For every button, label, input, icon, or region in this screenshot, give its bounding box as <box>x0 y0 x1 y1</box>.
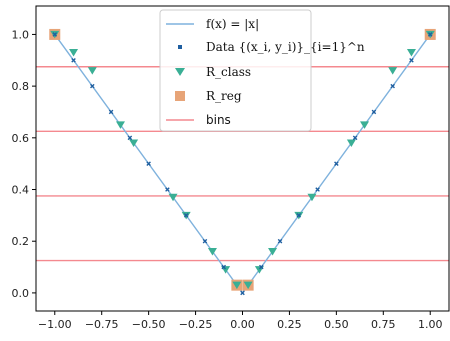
data-point <box>221 264 227 270</box>
x-tick-label: −0.50 <box>132 318 166 331</box>
data-point <box>409 57 414 63</box>
legend-data-label: Data {(x_i, y_i)}_{i=1}^n <box>206 40 365 54</box>
data-point <box>52 32 58 37</box>
r-class-marker <box>388 67 398 75</box>
data-point <box>108 109 114 115</box>
legend: f(x) = |x| Data {(x_i, y_i)}_{i=1}^n R_c… <box>159 9 365 132</box>
r-class-marker <box>360 121 370 129</box>
r-class-marker <box>207 248 217 256</box>
legend-class-swatch <box>175 68 185 76</box>
r-class-marker <box>221 266 231 274</box>
y-tick-label: 1.0 <box>12 28 30 41</box>
data-layer <box>52 32 433 296</box>
x-tick-label: 0.75 <box>371 318 396 331</box>
x-axis-ticks: −1.00 −0.75 −0.50 −0.25 0.00 0.25 0.50 0.75 1.00 <box>38 311 443 331</box>
legend-reg-label: R_reg <box>206 89 242 103</box>
x-tick-label: 0.50 <box>324 318 349 331</box>
data-point <box>296 213 302 218</box>
x-tick-label: −1.00 <box>38 318 72 331</box>
data-point <box>183 213 189 218</box>
data-point <box>277 238 283 244</box>
data-point <box>240 290 245 296</box>
r-class-marker <box>69 49 79 57</box>
r-class-marker <box>406 49 416 57</box>
y-tick-label: 0.2 <box>12 235 30 248</box>
data-point <box>71 57 76 63</box>
r-class-marker <box>307 193 317 202</box>
y-tick-label: 0.0 <box>12 287 30 300</box>
data-point <box>427 32 433 37</box>
legend-function-label: f(x) = |x| <box>206 17 259 31</box>
data-point <box>371 109 377 115</box>
data-point <box>146 161 151 166</box>
data-point <box>90 83 95 89</box>
r-class-marker <box>129 139 139 147</box>
y-tick-label: 0.8 <box>12 80 30 93</box>
data-point <box>334 161 339 166</box>
r-class-marker <box>268 248 278 256</box>
r-class-marker <box>87 67 97 75</box>
data-point <box>202 238 208 244</box>
data-point <box>352 135 358 141</box>
y-tick-label: 0.6 <box>12 132 30 145</box>
legend-class-label: R_class <box>206 65 251 79</box>
legend-box <box>159 9 312 132</box>
x-tick-label: 0.25 <box>277 318 302 331</box>
x-tick-label: 0.00 <box>230 318 255 331</box>
legend-data-swatch <box>178 45 182 49</box>
r-class-marker <box>346 139 356 147</box>
data-point <box>258 264 264 270</box>
r-class-marker <box>254 266 264 274</box>
legend-bins-label: bins <box>206 113 231 127</box>
r-class-marker <box>168 193 178 202</box>
y-tick-label: 0.4 <box>12 184 30 197</box>
r-class-marker <box>232 281 242 290</box>
data-point <box>390 83 395 89</box>
legend-reg-swatch <box>175 91 185 101</box>
r-class-marker <box>243 281 253 290</box>
x-tick-label: 1.00 <box>418 318 443 331</box>
data-point <box>127 135 133 141</box>
r-class-marker <box>115 121 125 129</box>
data-point <box>165 187 170 192</box>
x-tick-label: −0.25 <box>179 318 213 331</box>
data-point <box>315 187 320 192</box>
y-axis-ticks: 0.0 0.2 0.4 0.6 0.8 1.0 <box>12 28 36 300</box>
x-tick-label: −0.75 <box>85 318 119 331</box>
